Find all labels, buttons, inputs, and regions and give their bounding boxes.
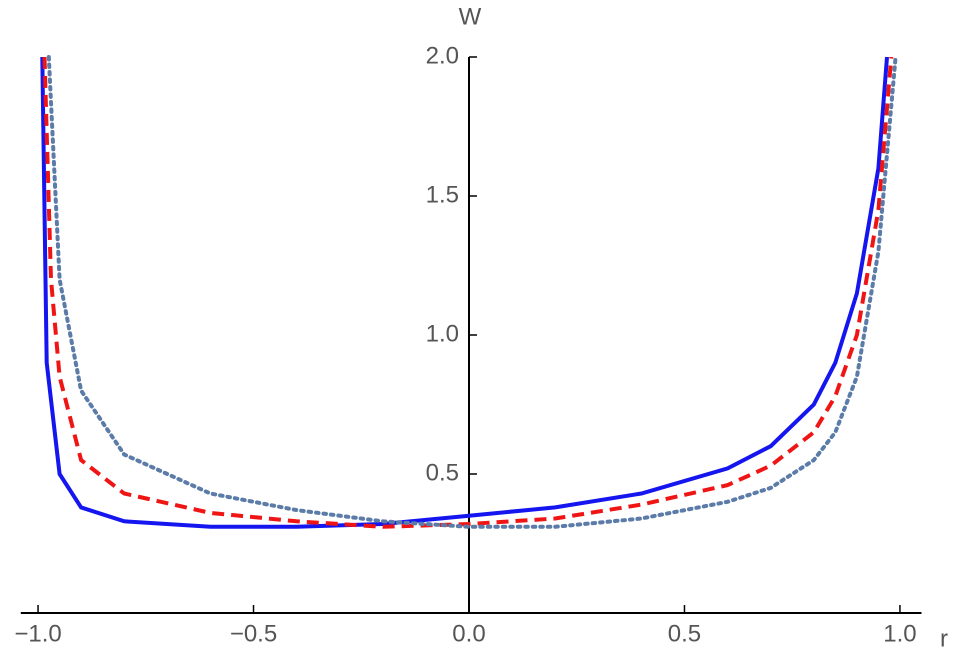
series-line bbox=[42, 56, 894, 529]
x-tick-label: −0.5 bbox=[230, 620, 277, 647]
x-tick-label: 1.0 bbox=[883, 620, 916, 647]
x-tick-label: 0.5 bbox=[668, 620, 701, 647]
x-tick-label: −1.0 bbox=[14, 620, 61, 647]
x-axis-label: r bbox=[940, 625, 948, 652]
x-tick-label: 0.0 bbox=[452, 620, 485, 647]
y-tick-label: 0.5 bbox=[426, 459, 459, 486]
y-axis-label: W bbox=[459, 3, 482, 30]
y-tick-label: 2.0 bbox=[426, 42, 459, 69]
y-tick-label: 1.5 bbox=[426, 181, 459, 208]
series-line bbox=[40, 56, 889, 529]
series-line bbox=[46, 55, 898, 529]
y-tick-label: 1.0 bbox=[426, 320, 459, 347]
